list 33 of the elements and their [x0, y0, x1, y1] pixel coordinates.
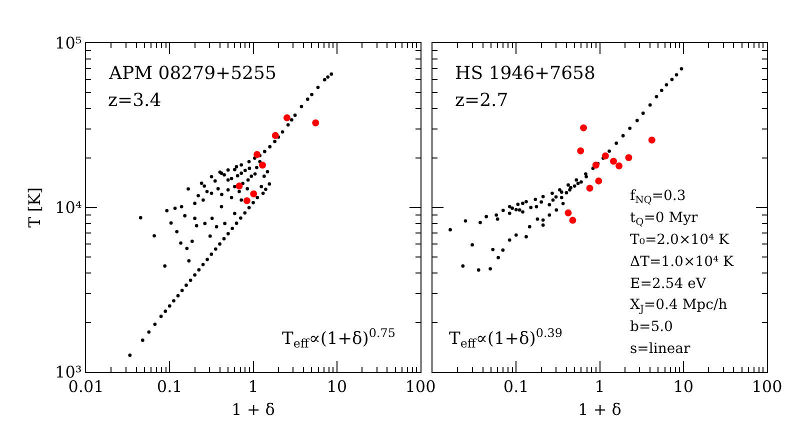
point — [272, 132, 279, 139]
x-tick-label: 100 — [752, 377, 782, 396]
y-axis-title: T [K] — [24, 187, 44, 228]
annotation: t$_{Q}$=0 Myr — [630, 210, 698, 228]
point — [259, 162, 266, 169]
x-axis-title: 1 + δ — [232, 400, 275, 419]
annotation: z=2.7 — [455, 90, 508, 111]
annotation: f$_{NQ}$=0.3 — [630, 188, 686, 206]
x-tick-label: 100 — [405, 377, 436, 396]
annotation: T$_{eff}$∝(1+δ)$^{0.39}$ — [449, 326, 562, 351]
x-tick-label: 1 — [594, 377, 605, 396]
x-axis-title: 1 + δ — [578, 400, 622, 419]
annotation: ΔT=1.0×10⁴ K — [630, 254, 734, 270]
annotation: T₀=2.0×10⁴ K — [630, 232, 730, 248]
annotation: s=linear — [630, 341, 691, 357]
annotation: APM 08279+5255 — [108, 63, 276, 84]
point — [283, 114, 290, 122]
x-tick-label: 0.1 — [156, 377, 182, 396]
point — [250, 190, 258, 198]
annotation: E=2.54 eV — [630, 276, 707, 292]
x-tick-label: 10 — [673, 377, 694, 396]
y-tick-label: 10⁴ — [55, 198, 82, 218]
x-tick-label: 10 — [326, 377, 348, 396]
x-tick-label: 1 — [248, 377, 258, 396]
y-tick-label: 10⁵ — [55, 34, 82, 53]
annotation: X$_{J}$=0.4 Mpc/h — [630, 297, 728, 315]
annotation: z=3.4 — [108, 90, 162, 111]
point — [243, 197, 250, 204]
x-tick-label: 0.1 — [503, 377, 529, 396]
x-tick-label: 0.01 — [68, 377, 104, 396]
annotation: HS 1946+7658 — [455, 63, 596, 84]
annotation: T$_{eff}$∝(1+δ)$^{0.75}$ — [282, 326, 396, 351]
annotation: b=5.0 — [630, 319, 673, 335]
